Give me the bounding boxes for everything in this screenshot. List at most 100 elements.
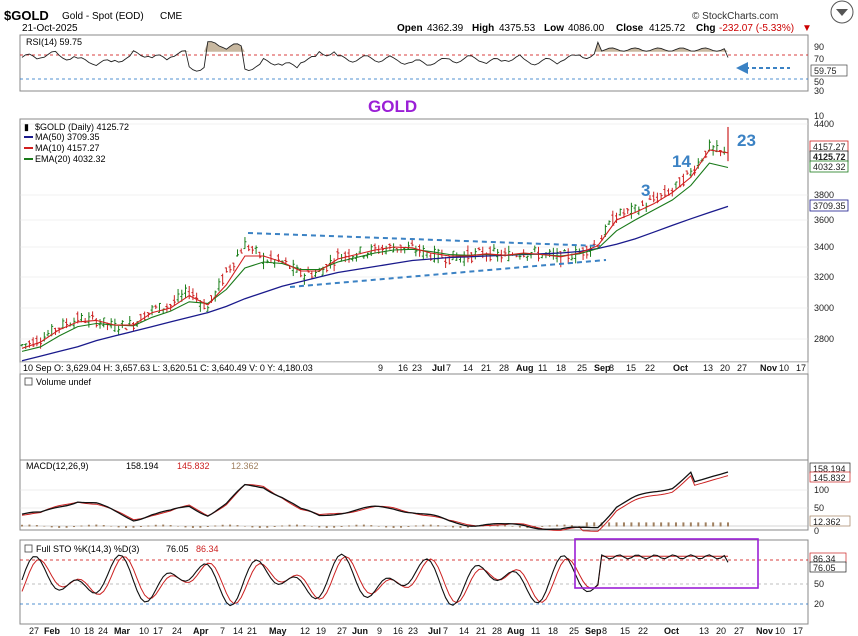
macd-value-2: 145.832 bbox=[177, 461, 210, 471]
price-bar bbox=[224, 267, 228, 273]
sto-tick-20: 20 bbox=[814, 599, 824, 609]
sto-d-value: 86.34 bbox=[196, 544, 219, 554]
macd-hist-bar bbox=[50, 526, 53, 528]
macd-hist-bar bbox=[35, 525, 38, 527]
bottom-x-tick-label: 25 bbox=[569, 626, 579, 636]
rsi-tick-70: 70 bbox=[814, 54, 824, 64]
rsi-value-tag bbox=[810, 64, 848, 77]
macd-hist-bar bbox=[466, 526, 469, 528]
close-label: Close bbox=[616, 23, 644, 34]
price-bar bbox=[507, 245, 511, 262]
price-bar bbox=[581, 247, 585, 260]
price-bar bbox=[131, 322, 135, 331]
price-bar bbox=[366, 252, 370, 259]
price-bar bbox=[180, 289, 184, 302]
bottom-x-tick-label: 22 bbox=[638, 626, 648, 636]
legend-ma50: MA(50) 3709.35 bbox=[35, 132, 100, 142]
rsi-tick-10: 10 bbox=[814, 111, 824, 121]
bottom-x-tick-label: 27 bbox=[29, 626, 39, 636]
volume-frame bbox=[19, 373, 809, 461]
macd-hist-bar bbox=[407, 526, 410, 527]
price-bar bbox=[124, 327, 128, 331]
x-tick-label: 20 bbox=[720, 363, 730, 373]
price-bar bbox=[217, 278, 221, 292]
bottom-x-tick-label: 14 bbox=[459, 626, 469, 636]
macd-value-1: 158.194 bbox=[126, 461, 159, 471]
bottom-x-tick-label: May bbox=[269, 626, 287, 636]
x-tick-label: 18 bbox=[556, 363, 566, 373]
ohlc-readout: 10 Sep O: 3,629.04 H: 3,657.63 L: 3,620.… bbox=[23, 363, 313, 373]
price-tick-3200: 3200 bbox=[814, 272, 834, 282]
price-bar bbox=[533, 245, 537, 253]
bottom-x-tick-label: 10 bbox=[775, 626, 785, 636]
bottom-x-tick-label: 18 bbox=[84, 626, 94, 636]
bottom-x-tick-label: 20 bbox=[716, 626, 726, 636]
macd-hist-bar bbox=[199, 526, 202, 528]
x-tick-label: Jul bbox=[432, 363, 445, 373]
macd-hist-bar bbox=[236, 525, 239, 527]
price-bar bbox=[663, 185, 667, 198]
macd-hist-bar bbox=[333, 526, 336, 528]
open-value: 4362.39 bbox=[427, 23, 464, 34]
macd-hist-bar bbox=[563, 524, 566, 527]
price-bar bbox=[518, 254, 522, 260]
macd-hist-bar bbox=[162, 524, 165, 527]
macd-hist-bar bbox=[444, 526, 447, 527]
macd-hist-bar bbox=[229, 524, 232, 527]
macd-hist-bar bbox=[132, 526, 135, 528]
price-bar bbox=[57, 327, 61, 334]
x-tick-label: 9 bbox=[378, 363, 383, 373]
macd-hist-bar bbox=[28, 524, 31, 527]
x-tick-label: 16 bbox=[398, 363, 408, 373]
price-bar bbox=[206, 305, 210, 312]
price-bar bbox=[27, 340, 31, 348]
x-tick-label: 15 bbox=[626, 363, 636, 373]
price-bar bbox=[191, 288, 195, 301]
price-bar bbox=[117, 325, 121, 335]
price-bar bbox=[247, 244, 251, 252]
macd-hist-bar bbox=[125, 526, 128, 528]
low-value: 4086.00 bbox=[568, 23, 605, 34]
macd-hist-bar bbox=[400, 526, 403, 528]
legend-ma10: MA(10) 4157.27 bbox=[35, 143, 100, 153]
sto-tag-k-text: 76.05 bbox=[813, 563, 836, 573]
low-label: Low bbox=[544, 23, 564, 34]
macd-hist-bar bbox=[191, 526, 194, 528]
macd-hist-bar bbox=[362, 524, 365, 527]
price-bar bbox=[466, 245, 470, 263]
macd-hist-bar bbox=[355, 524, 358, 527]
macd-hist-bar bbox=[682, 522, 685, 527]
legend-main: $GOLD (Daily) 4125.72 bbox=[35, 122, 129, 132]
macd-hist-bar bbox=[73, 526, 76, 528]
price-x-axis: 10 Sep O: 3,629.04 H: 3,657.63 L: 3,620.… bbox=[19, 361, 809, 375]
macd-hist-bar bbox=[243, 526, 246, 527]
sto-panel: Full STO %K(14,3) %D(3) 76.05 86.34 86.3… bbox=[19, 538, 847, 625]
bottom-x-tick-label: 19 bbox=[316, 626, 326, 636]
x-tick-label: Sep bbox=[594, 363, 611, 373]
macd-tick-0: 0 bbox=[814, 526, 819, 536]
chart-menu-icon-arrow[interactable] bbox=[836, 9, 848, 16]
macd-hist-bar bbox=[429, 524, 432, 527]
tag-ma10-text: 4157.27 bbox=[813, 142, 846, 152]
ma10-line bbox=[21, 149, 729, 349]
price-bar bbox=[685, 170, 689, 175]
sto-d-line bbox=[21, 555, 728, 605]
x-tick-label: 25 bbox=[577, 363, 587, 373]
x-tick-label: 10 bbox=[779, 363, 789, 373]
price-bar bbox=[183, 284, 187, 298]
x-tick-label: 14 bbox=[463, 363, 473, 373]
bottom-x-tick-label: 13 bbox=[699, 626, 709, 636]
bottom-x-tick-label: Sep bbox=[585, 626, 602, 636]
rsi-annotation-arrow bbox=[736, 62, 790, 74]
price-bar bbox=[150, 305, 154, 316]
price-bar bbox=[693, 165, 697, 176]
bottom-x-tick-label: Aug bbox=[507, 626, 525, 636]
macd-tag-3 bbox=[809, 515, 851, 527]
macd-hist-bar bbox=[281, 525, 284, 527]
macd-hist-bar bbox=[370, 525, 373, 527]
price-bar bbox=[618, 208, 622, 216]
price-panel: GOLD ▮ $GOLD (Daily) 4125.72 MA(50) 3709… bbox=[19, 97, 849, 363]
macd-hist-bar bbox=[452, 526, 455, 528]
price-tick-3600: 3600 bbox=[814, 215, 834, 225]
macd-hist-bar bbox=[689, 522, 692, 527]
